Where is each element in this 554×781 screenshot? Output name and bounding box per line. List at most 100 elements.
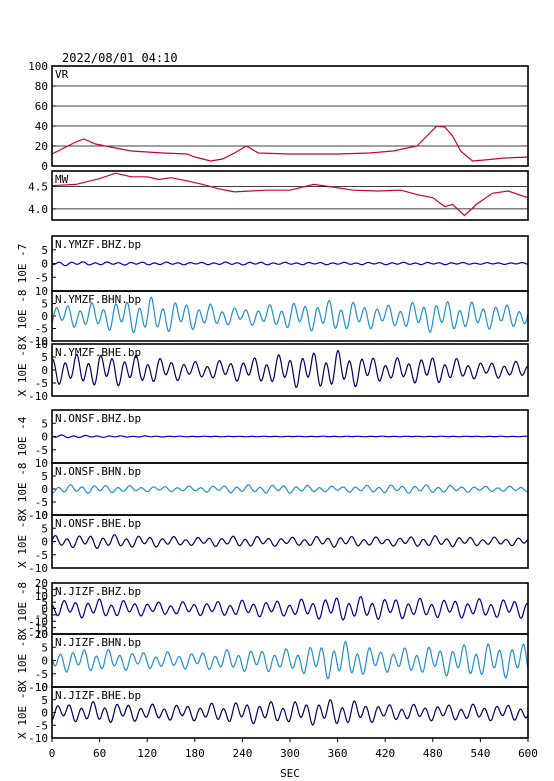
y-tick-label: -10 <box>28 732 48 745</box>
x-tick-label: 120 <box>137 747 157 760</box>
y-tick-label: -10 <box>28 509 48 522</box>
y-tick-label: 10 <box>35 590 48 603</box>
y-tick-label: -5 <box>35 668 48 681</box>
x-tick-label: 300 <box>280 747 300 760</box>
panel-label: VR <box>55 68 69 81</box>
panel-label: N.JIZF.BHZ.bp <box>55 585 141 598</box>
y-exponent-label: X 10E -8 <box>16 634 29 687</box>
x-tick-label: 480 <box>423 747 443 760</box>
panel-frame <box>51 514 529 569</box>
y-tick-label: 100 <box>28 60 48 73</box>
panel-label: N.ONSF.BHN.bp <box>55 465 141 478</box>
y-tick-label: 15 <box>35 583 48 596</box>
x-tick-label: 240 <box>232 747 252 760</box>
y-tick-label: 0 <box>41 310 48 323</box>
y-tick-label: 60 <box>35 100 48 113</box>
series-line <box>51 434 529 439</box>
y-tick-label: -5 <box>35 323 48 336</box>
y-tick-label: 5 <box>41 417 48 430</box>
y-tick-label: 0 <box>41 603 48 616</box>
y-tick-label: -5 <box>35 444 48 457</box>
y-tick-label: 0 <box>41 431 48 444</box>
panel-frame <box>51 343 529 397</box>
y-tick-label: 5 <box>41 641 48 654</box>
y-tick-label: -5 <box>35 609 48 622</box>
y-tick-label: -10 <box>28 615 48 628</box>
series-line <box>51 698 529 726</box>
series-line <box>51 641 529 680</box>
x-tick-label: 0 <box>49 747 56 760</box>
y-tick-label: 10 <box>35 457 48 470</box>
series-line <box>51 595 529 621</box>
series-line <box>51 296 529 334</box>
y-tick-label: -5 <box>35 719 48 732</box>
y-tick-label: 0 <box>41 160 48 173</box>
panel-frame <box>51 290 529 342</box>
y-exponent-label: X 10E -8 <box>16 582 29 635</box>
x-tick-label: 600 <box>518 747 538 760</box>
y-exponent-label: X 10E -8 <box>16 344 29 397</box>
y-tick-label: 0 <box>41 536 48 549</box>
panel-label: N.ONSF.BHE.bp <box>55 517 141 530</box>
y-tick-label: 80 <box>35 80 48 93</box>
y-tick-label: 5 <box>41 522 48 535</box>
y-tick-label: 10 <box>35 628 48 641</box>
y-exponent-label: 10E -7 <box>16 244 29 284</box>
x-tick-label: 60 <box>93 747 106 760</box>
series-line <box>51 350 529 389</box>
y-exponent-label: 10E -4 <box>16 416 29 456</box>
y-tick-label: -15 <box>28 622 48 635</box>
y-tick-label: 4.5 <box>28 181 48 194</box>
y-tick-label: 5 <box>41 298 48 311</box>
y-exponent-label: X 10E -8 <box>16 686 29 739</box>
y-tick-label: 4.0 <box>28 203 48 216</box>
series-line <box>51 125 529 162</box>
y-tick-label: 10 <box>35 509 48 522</box>
x-tick-label: 360 <box>328 747 348 760</box>
y-tick-label: -10 <box>28 681 48 694</box>
panel-frame <box>51 170 529 221</box>
y-tick-label: 20 <box>35 577 48 590</box>
y-tick-label: 5 <box>41 351 48 364</box>
y-exponent-label: X 10E -8 <box>16 290 29 343</box>
y-tick-label: 0 <box>41 483 48 496</box>
y-tick-label: 5 <box>41 596 48 609</box>
panel-label: N.YMZF.BHE.bp <box>55 346 141 359</box>
y-tick-label: 10 <box>35 681 48 694</box>
series-line <box>51 261 529 267</box>
y-tick-label: 0 <box>41 364 48 377</box>
panel-label: N.YMZF.BHZ.bp <box>55 238 141 251</box>
y-tick-label: 5 <box>41 694 48 707</box>
x-tick-label: 540 <box>470 747 490 760</box>
y-tick-label: 0 <box>41 707 48 720</box>
y-tick-label: -5 <box>35 549 48 562</box>
series-line <box>51 534 529 550</box>
y-tick-label: 10 <box>35 338 48 351</box>
y-tick-label: 0 <box>41 258 48 271</box>
y-tick-label: 40 <box>35 120 48 133</box>
y-exponent-label: X 10E -8 <box>16 463 29 516</box>
y-tick-label: 5 <box>41 470 48 483</box>
series-line <box>51 484 529 494</box>
y-tick-label: 20 <box>35 140 48 153</box>
y-tick-label: -10 <box>28 390 48 403</box>
series-line <box>51 172 529 217</box>
y-tick-label: 0 <box>41 655 48 668</box>
x-tick-label: 180 <box>185 747 205 760</box>
y-tick-label: -20 <box>28 628 48 641</box>
y-tick-label: -5 <box>35 377 48 390</box>
panel-frame <box>51 65 529 167</box>
y-tick-label: -5 <box>35 271 48 284</box>
y-exponent-label: X 10E -8 <box>16 515 29 568</box>
y-tick-label: 5 <box>41 244 48 257</box>
x-axis-label: SEC <box>280 767 300 780</box>
y-tick-label: -10 <box>28 335 48 348</box>
panel-label: N.JIZF.BHE.bp <box>55 689 141 702</box>
x-tick-label: 420 <box>375 747 395 760</box>
y-tick-label: -5 <box>35 496 48 509</box>
panel-label: N.YMZF.BHN.bp <box>55 293 141 306</box>
chart-title: 2022/08/01 04:10 <box>62 51 178 65</box>
y-tick-label: -10 <box>28 562 48 575</box>
panel-label: N.ONSF.BHZ.bp <box>55 412 141 425</box>
